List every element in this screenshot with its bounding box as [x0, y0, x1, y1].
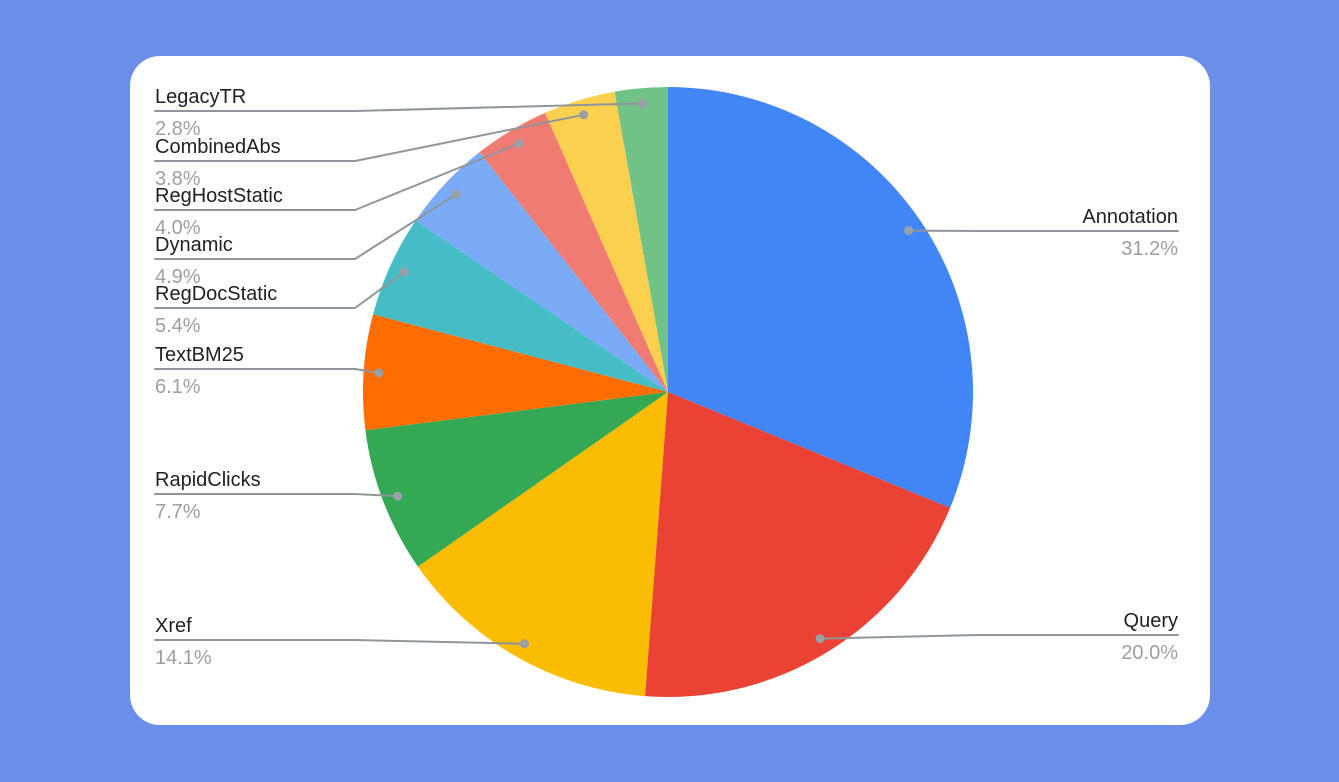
pie-slice-query[interactable]: [645, 392, 951, 697]
slice-label-query: Query 20.0%: [1121, 609, 1178, 665]
pie-slice-rapidclicks[interactable]: [365, 392, 668, 567]
slice-label-name: Query: [1123, 610, 1178, 632]
leader-line-dynamic: [154, 193, 458, 260]
leader-line-combinedabs: [154, 113, 585, 162]
slice-label-name: TextBM25: [155, 344, 244, 366]
slice-label-dynamic: Dynamic 4.9%: [155, 233, 233, 289]
slice-label-pct: 5.4%: [155, 315, 201, 337]
slice-label-pct: 7.7%: [155, 501, 201, 523]
slice-label-annotation: Annotation 31.2%: [1082, 205, 1178, 261]
leader-dot-dynamic: [451, 189, 461, 199]
slice-label-regdocstatic: RegDocStatic 5.4%: [155, 282, 277, 338]
leader-dot-xref: [519, 639, 529, 649]
slice-label-name: RegDocStatic: [155, 283, 278, 305]
slice-label-reghoststatic: RegHostStatic 4.0%: [155, 184, 283, 240]
slice-label-pct: 3.8%: [155, 168, 201, 190]
leader-dot-regdocstatic: [399, 267, 409, 277]
slice-label-rapidclicks: RapidClicks 7.7%: [155, 468, 261, 524]
slice-label-pct: 6.1%: [155, 376, 201, 398]
slice-label-name: Annotation: [1082, 206, 1178, 228]
leader-line-xref: [154, 639, 526, 645]
slice-label-name: RegHostStatic: [155, 185, 283, 207]
pie-slice-dynamic[interactable]: [415, 152, 668, 392]
leader-line-textbm25: [154, 368, 380, 374]
leader-dot-annotation: [904, 226, 914, 236]
leader-dot-query: [815, 634, 825, 644]
pie-slice-regdocstatic[interactable]: [373, 220, 668, 392]
leader-dot-rapidclicks: [393, 491, 403, 501]
leader-line-rapidclicks: [154, 493, 399, 498]
slice-label-pct: 2.8%: [155, 118, 201, 140]
leader-dot-legacytr: [638, 98, 647, 108]
leader-line-query: [819, 634, 1179, 640]
slice-label-name: RapidClicks: [155, 469, 261, 491]
slice-label-name: LegacyTR: [155, 86, 247, 108]
slice-label-name: Xref: [155, 615, 192, 637]
pie-slice-legacytr[interactable]: [614, 87, 668, 392]
pie-slice-combinedabs[interactable]: [545, 91, 668, 393]
slice-label-textbm25: TextBM25 6.1%: [155, 343, 244, 399]
slice-label-pct: 14.1%: [155, 647, 212, 669]
slice-label-pct: 20.0%: [1121, 642, 1178, 664]
slice-label-xref: Xref 14.1%: [155, 614, 212, 670]
leader-dot-reghoststatic: [514, 139, 524, 148]
slice-label-combinedabs: CombinedAbs 3.8%: [155, 135, 281, 191]
slice-label-legacytr: LegacyTR 2.8%: [155, 85, 246, 141]
slice-label-pct: 4.0%: [155, 217, 201, 239]
slice-label-pct: 4.9%: [155, 266, 201, 288]
pie-slice-annotation[interactable]: [668, 86, 974, 508]
leader-line-regdocstatic: [154, 270, 406, 309]
slice-label-name: CombinedAbs: [155, 136, 281, 158]
leader-line-reghoststatic: [154, 142, 520, 211]
pie-slice-reghoststatic[interactable]: [479, 112, 668, 392]
leader-dot-textbm25: [374, 368, 384, 378]
leader-dot-combinedabs: [579, 110, 589, 120]
slice-label-name: Dynamic: [155, 234, 233, 256]
slice-label-pct: 31.2%: [1121, 238, 1178, 260]
pie-slice-textbm25[interactable]: [363, 314, 668, 431]
pie-slice-xref[interactable]: [417, 392, 668, 697]
leader-line-legacytr: [154, 102, 644, 112]
